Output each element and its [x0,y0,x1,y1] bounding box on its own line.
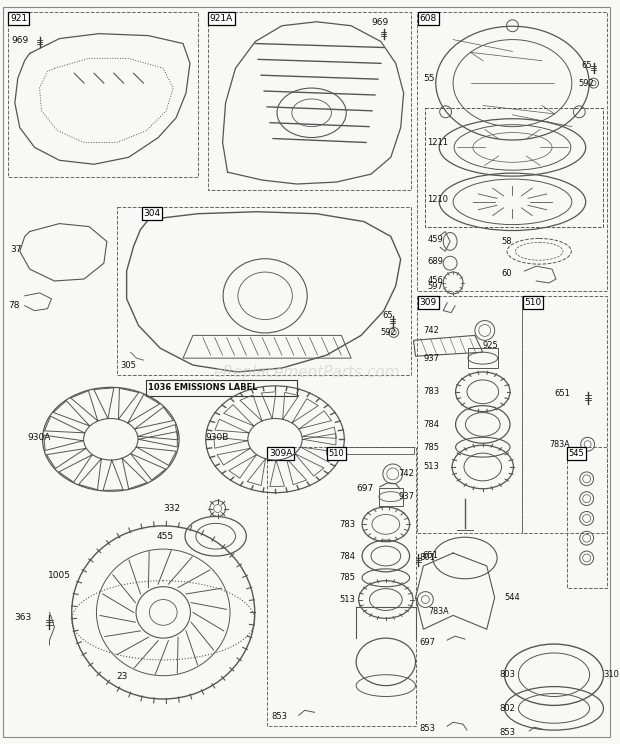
Text: 784: 784 [423,420,440,429]
Text: 65: 65 [582,61,592,70]
Text: 545: 545 [569,449,585,458]
Text: 783A: 783A [549,440,570,449]
Text: 309: 309 [420,298,436,307]
Bar [117,207,410,375]
Text: 1005: 1005 [48,571,71,580]
Text: 742: 742 [423,326,440,335]
Text: 784: 784 [339,551,355,560]
Text: 58: 58 [502,237,512,246]
Text: 742: 742 [399,469,415,478]
Text: 78: 78 [8,301,19,310]
Text: 651: 651 [422,551,438,559]
Bar [417,296,523,533]
Bar [379,488,402,506]
Bar [567,447,608,588]
Bar [8,12,198,177]
Text: eReplacementParts.com: eReplacementParts.com [213,365,400,379]
Text: 544: 544 [505,593,520,602]
Bar [208,12,410,190]
Text: 969: 969 [371,19,388,28]
Text: 363: 363 [14,613,31,622]
Bar [327,447,414,454]
Text: 921: 921 [10,14,27,23]
Text: 921A: 921A [210,14,233,23]
Text: 1210: 1210 [427,196,448,205]
Text: 853: 853 [420,724,435,733]
Text: 513: 513 [339,595,355,604]
Bar [468,348,498,368]
Text: 925: 925 [483,341,498,350]
Text: 801: 801 [420,554,435,562]
Text: 305: 305 [121,361,136,370]
Text: 937: 937 [423,353,440,362]
Text: 597: 597 [427,283,443,292]
Text: 785: 785 [339,574,355,583]
Text: 783: 783 [423,388,440,397]
Text: 608: 608 [420,14,436,23]
Text: 592: 592 [578,79,595,88]
Text: 1211: 1211 [427,138,448,147]
Text: 510: 510 [329,449,344,458]
Text: 853: 853 [271,712,287,721]
Text: 783A: 783A [428,607,449,616]
Text: 55: 55 [423,74,435,83]
Text: 592: 592 [380,328,396,337]
Text: 304: 304 [143,209,161,218]
Text: 1036 EMISSIONS LABEL: 1036 EMISSIONS LABEL [148,383,258,392]
Bar [267,447,415,726]
Bar [523,296,608,533]
Text: 930A: 930A [28,433,51,442]
Text: 309A: 309A [269,449,293,458]
Text: 23: 23 [117,673,128,682]
Text: 785: 785 [423,443,440,452]
Text: 930B: 930B [206,433,229,442]
Text: 697: 697 [356,484,373,493]
Bar [417,12,608,291]
Text: 60: 60 [502,269,512,278]
Bar [425,108,603,227]
Text: 37: 37 [10,245,22,254]
Text: 783: 783 [339,520,355,529]
Text: 310: 310 [603,670,619,679]
Text: 332: 332 [163,504,180,513]
Text: 510: 510 [525,298,542,307]
Text: 513: 513 [423,463,440,472]
Text: 937: 937 [399,492,415,501]
Text: 803: 803 [500,670,516,679]
Text: 969: 969 [12,36,29,45]
Bar [146,380,297,396]
Text: 459: 459 [427,235,443,244]
Text: 455: 455 [156,532,174,541]
Text: 651: 651 [554,389,570,398]
Text: 65: 65 [382,311,392,320]
Text: 853: 853 [500,728,516,737]
Text: 456: 456 [427,277,443,286]
Text: 697: 697 [420,638,435,647]
Text: 689: 689 [427,257,443,266]
Text: 802: 802 [500,704,515,713]
